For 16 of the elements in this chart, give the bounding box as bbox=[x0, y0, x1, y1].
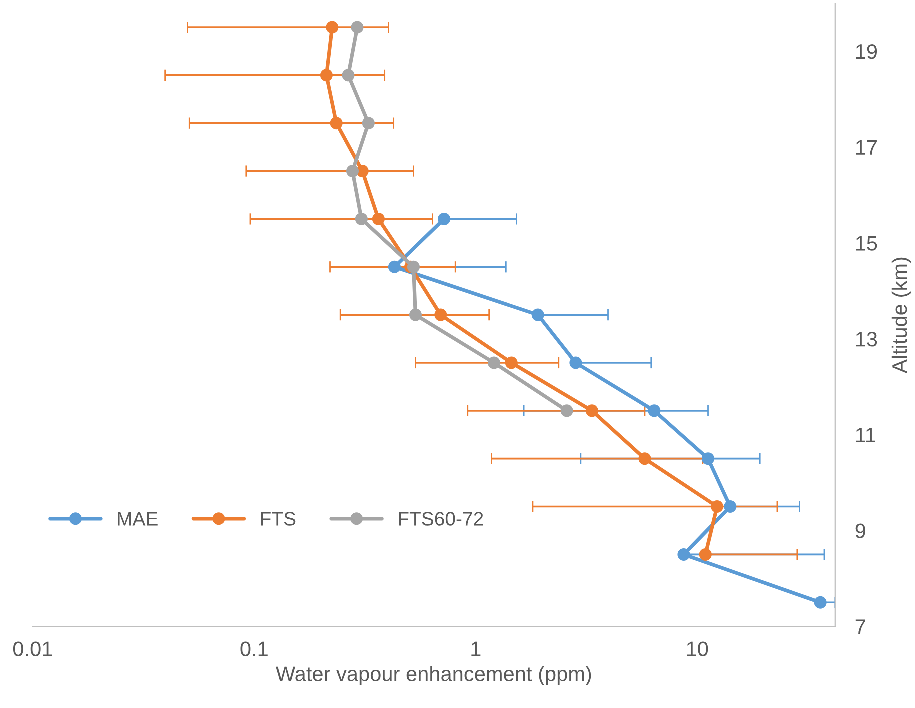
y-tick-label: 7 bbox=[856, 620, 866, 634]
y-tick-label: 9 bbox=[856, 524, 866, 538]
y-tick-label: 13 bbox=[856, 332, 878, 347]
legend-label: FTS60-72 bbox=[399, 512, 484, 526]
y-axis-title: Altitude (km) bbox=[892, 258, 912, 374]
y-tick-label: 15 bbox=[856, 236, 878, 251]
x-tick-label: 0.01 bbox=[13, 642, 52, 656]
x-axis-title: Water vapour enhancement (ppm) bbox=[276, 666, 592, 686]
y-tick-label: 11 bbox=[856, 428, 876, 442]
y-tick-label: 17 bbox=[856, 140, 877, 155]
x-tick-label: 1 bbox=[472, 642, 481, 656]
legend-label: MAE bbox=[118, 512, 158, 526]
x-tick-label: 0.1 bbox=[240, 642, 268, 656]
legend-label: FTS bbox=[261, 512, 296, 526]
x-tick-label: 10 bbox=[687, 642, 708, 656]
y-tick-label: 19 bbox=[856, 44, 878, 60]
